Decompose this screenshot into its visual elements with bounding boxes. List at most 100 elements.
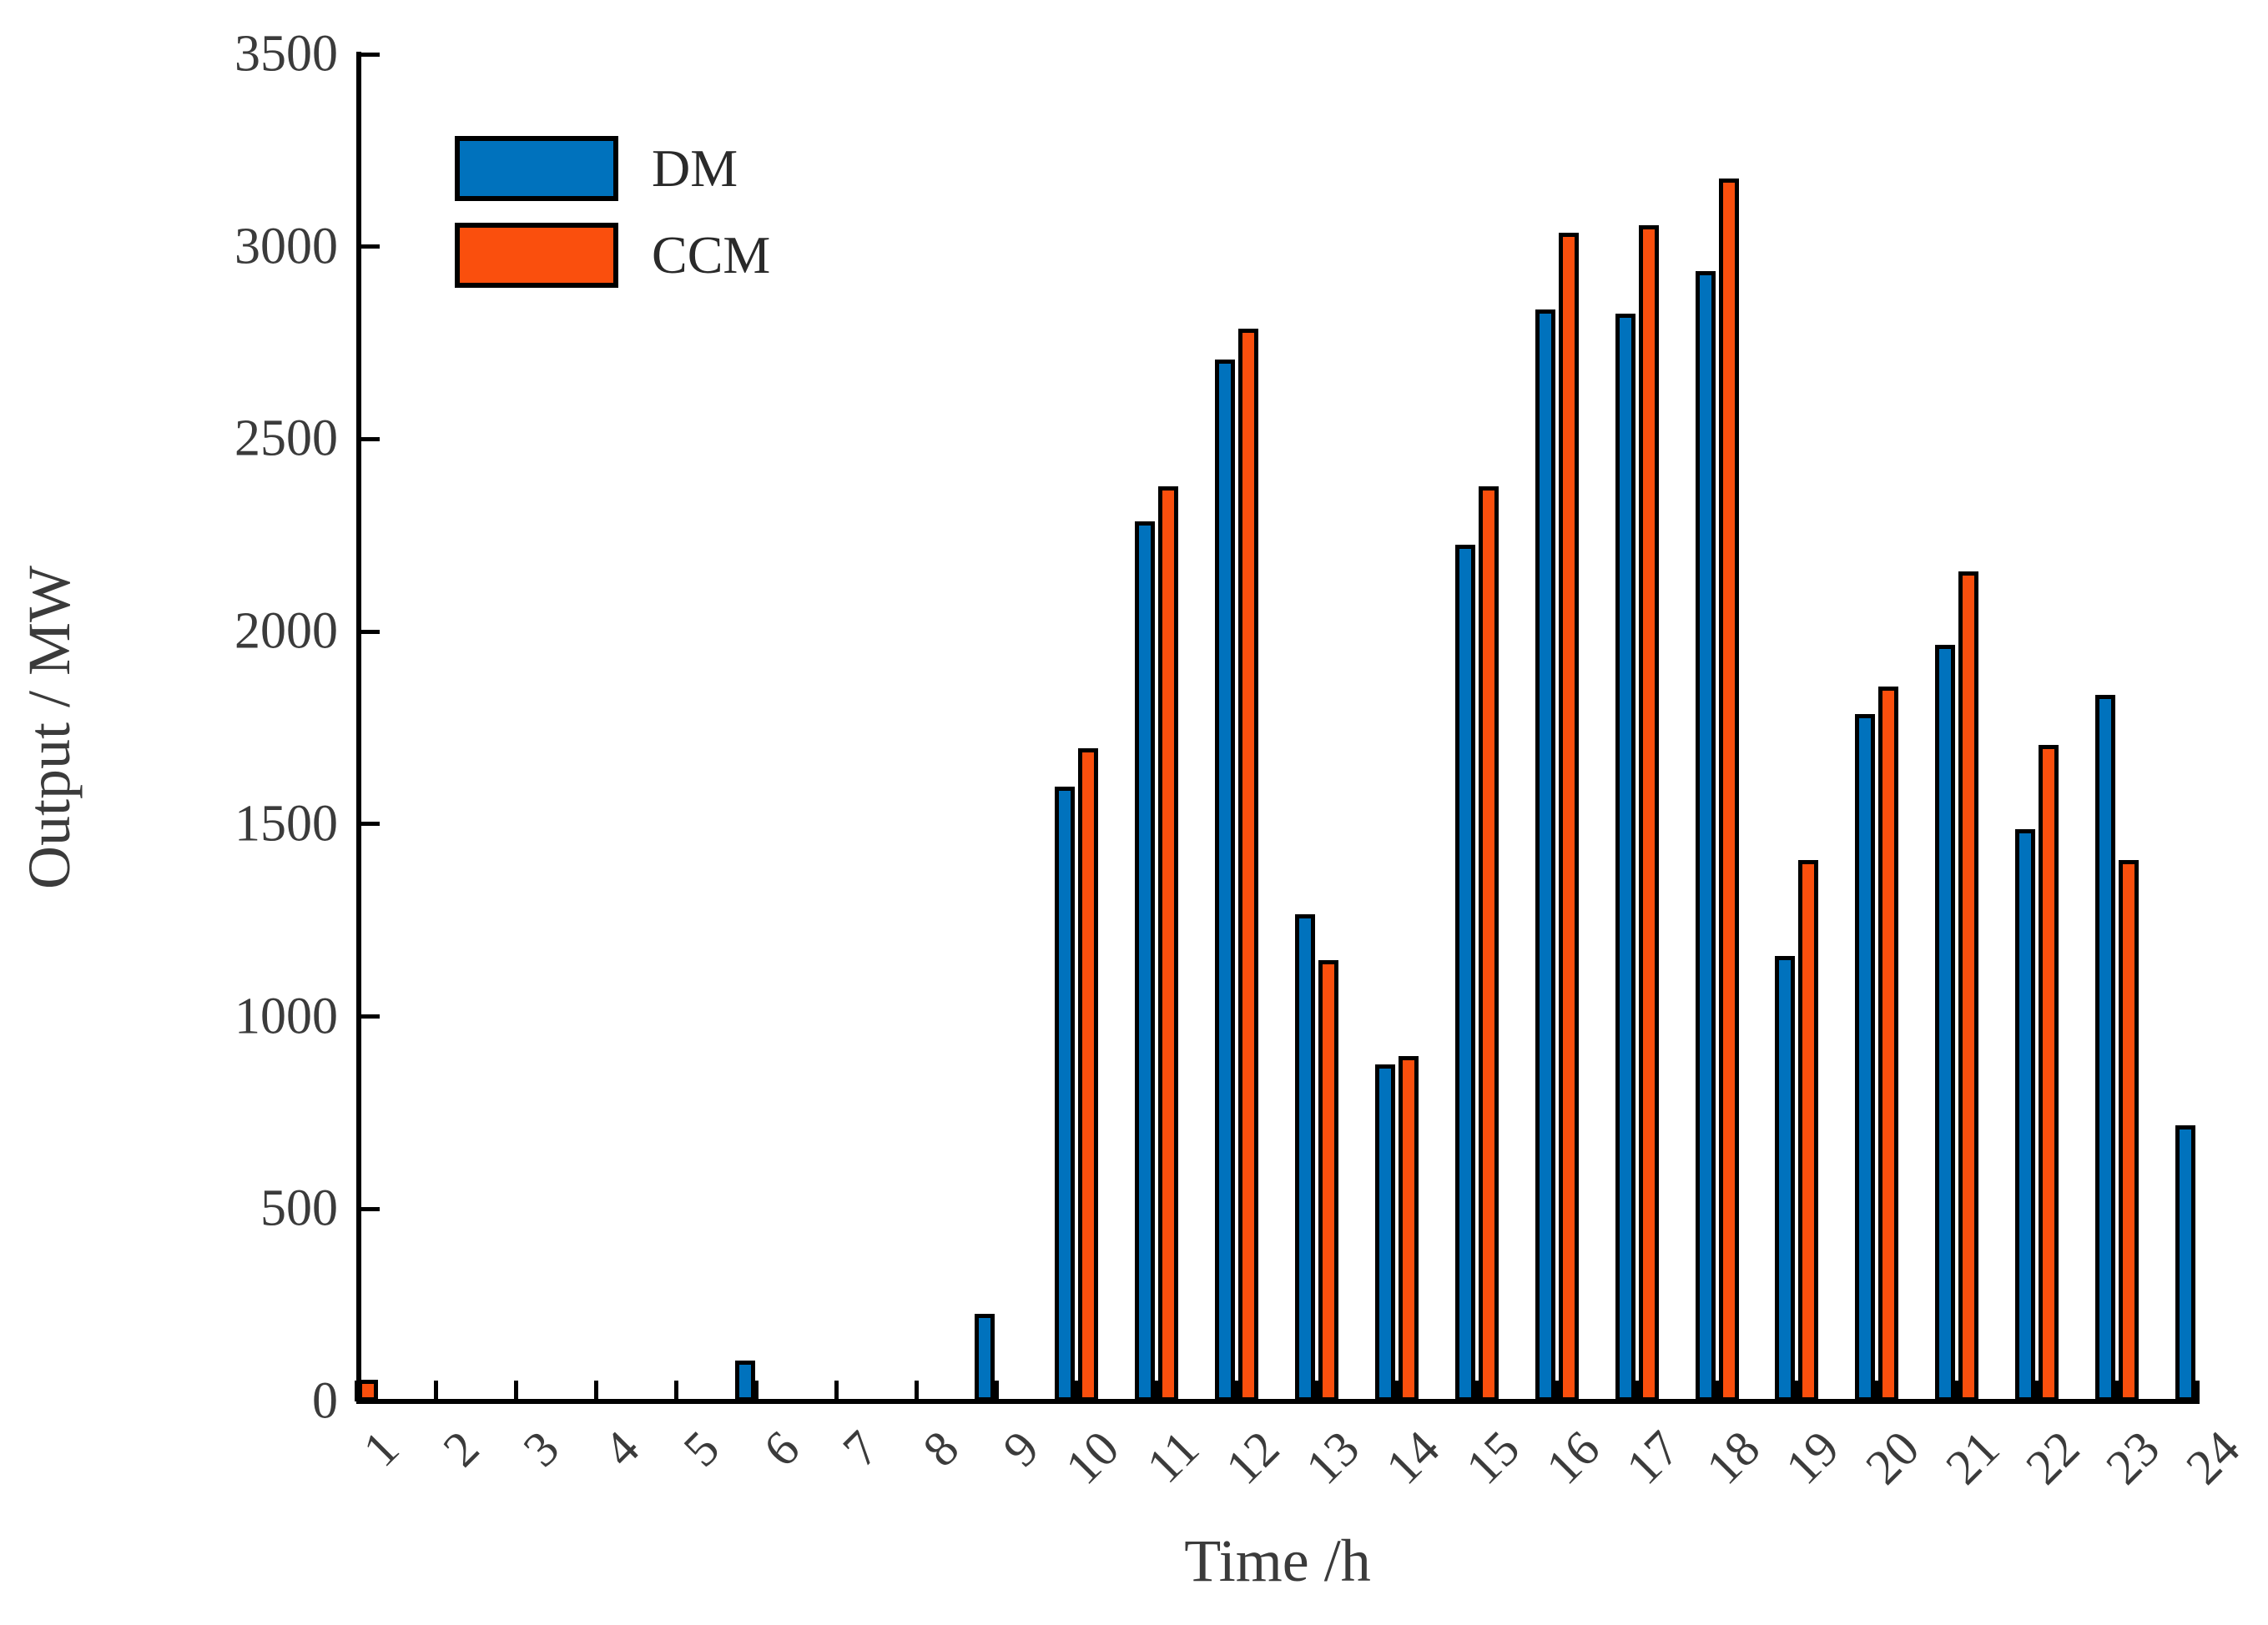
y-tick-label: 3000	[234, 218, 338, 275]
x-tick-label: 4	[592, 1420, 650, 1477]
x-tick-label: 23	[2095, 1420, 2170, 1495]
legend-swatch-dm	[455, 136, 618, 201]
bar-dm-10	[1055, 787, 1076, 1401]
x-tick-mark	[1074, 1381, 1079, 1401]
bar-ccm-19	[1798, 860, 1819, 1401]
x-tick-mark	[354, 1381, 359, 1401]
legend-item-ccm: CCM	[455, 223, 770, 288]
bar-ccm-14	[1398, 1056, 1419, 1401]
x-tick-mark	[434, 1381, 439, 1401]
y-tick-label: 0	[312, 1372, 338, 1430]
y-tick-mark	[359, 822, 380, 827]
x-tick-mark	[1555, 1381, 1560, 1401]
bar-ccm-10	[1078, 748, 1099, 1401]
y-axis-line	[356, 52, 361, 1404]
x-tick-mark	[834, 1381, 839, 1401]
y-tick-label: 1000	[234, 988, 338, 1045]
bar-ccm-17	[1638, 224, 1659, 1401]
x-tick-label: 22	[2015, 1420, 2090, 1495]
legend-label-dm: DM	[652, 138, 738, 198]
bar-dm-12	[1215, 360, 1236, 1401]
x-tick-label: 11	[1136, 1420, 1210, 1494]
y-tick-label: 2000	[234, 602, 338, 660]
y-tick-mark	[359, 1206, 380, 1211]
x-tick-mark	[674, 1381, 679, 1401]
bar-dm-15	[1454, 544, 1475, 1401]
y-tick-label: 3500	[234, 25, 338, 83]
x-tick-mark	[1874, 1381, 1879, 1401]
x-tick-mark	[2114, 1381, 2119, 1401]
x-tick-mark	[1314, 1381, 1319, 1401]
y-tick-label: 2500	[234, 410, 338, 467]
legend: DM CCM	[455, 136, 770, 288]
x-tick-label: 2	[432, 1420, 490, 1477]
x-tick-mark	[754, 1381, 759, 1401]
x-tick-label: 8	[912, 1420, 970, 1477]
y-tick-mark	[359, 1014, 380, 1019]
x-tick-mark	[1154, 1381, 1159, 1401]
x-tick-label: 21	[1935, 1420, 2010, 1495]
bar-dm-21	[1935, 644, 1956, 1401]
x-tick-label: 1	[352, 1420, 410, 1477]
bar-dm-18	[1695, 271, 1716, 1401]
bar-dm-20	[1855, 713, 1876, 1401]
x-tick-label: 15	[1455, 1420, 1530, 1495]
bar-ccm-13	[1318, 959, 1338, 1401]
bar-dm-11	[1135, 521, 1156, 1401]
x-axis-line	[356, 1399, 2200, 1404]
x-tick-label: 16	[1535, 1420, 1610, 1495]
y-tick-mark	[359, 436, 380, 441]
bar-dm-22	[2015, 829, 2036, 1401]
x-tick-mark	[1715, 1381, 1720, 1401]
y-tick-mark	[359, 52, 380, 57]
bar-ccm-15	[1478, 486, 1499, 1401]
x-tick-mark	[514, 1381, 519, 1401]
bar-ccm-12	[1238, 329, 1259, 1401]
x-tick-label: 3	[512, 1420, 570, 1477]
bar-dm-13	[1294, 913, 1315, 1401]
x-tick-label: 20	[1855, 1420, 1930, 1495]
x-tick-label: 13	[1295, 1420, 1370, 1495]
legend-swatch-ccm	[455, 223, 618, 288]
x-tick-label: 9	[992, 1420, 1050, 1477]
x-tick-label: 12	[1215, 1420, 1290, 1495]
x-tick-mark	[2195, 1381, 2200, 1401]
bar-dm-16	[1535, 309, 1555, 1401]
x-tick-mark	[2034, 1381, 2039, 1401]
legend-item-dm: DM	[455, 136, 770, 201]
bar-ccm-1	[358, 1379, 378, 1401]
y-tick-mark	[359, 1399, 380, 1404]
x-tick-mark	[1474, 1381, 1479, 1401]
x-tick-mark	[914, 1381, 919, 1401]
bar-ccm-20	[1878, 687, 1899, 1401]
x-tick-label: 14	[1375, 1420, 1450, 1495]
x-tick-mark	[1794, 1381, 1799, 1401]
x-tick-mark	[1954, 1381, 1959, 1401]
x-axis-title: Time /h	[1184, 1527, 1371, 1594]
x-tick-mark	[1635, 1381, 1640, 1401]
bar-ccm-23	[2119, 860, 2139, 1401]
x-tick-label: 5	[673, 1420, 730, 1477]
bar-dm-19	[1775, 956, 1796, 1401]
bar-dm-24	[2175, 1125, 2195, 1401]
x-tick-label: 24	[2175, 1420, 2250, 1495]
y-tick-mark	[359, 629, 380, 634]
bar-dm-17	[1615, 313, 1635, 1401]
bar-dm-9	[975, 1314, 995, 1401]
x-tick-label: 7	[832, 1420, 890, 1477]
bar-dm-6	[734, 1360, 755, 1401]
bar-ccm-21	[1958, 571, 1979, 1401]
x-tick-mark	[1394, 1381, 1399, 1401]
x-tick-label: 6	[753, 1420, 809, 1477]
bar-ccm-18	[1718, 179, 1739, 1401]
x-tick-mark	[594, 1381, 599, 1401]
x-tick-mark	[994, 1381, 999, 1401]
bar-dm-23	[2095, 694, 2116, 1401]
x-tick-label: 19	[1775, 1420, 1850, 1495]
bar-ccm-22	[2039, 744, 2059, 1401]
bar-ccm-11	[1158, 486, 1179, 1401]
bar-dm-14	[1374, 1064, 1395, 1401]
y-tick-label: 500	[260, 1180, 338, 1237]
